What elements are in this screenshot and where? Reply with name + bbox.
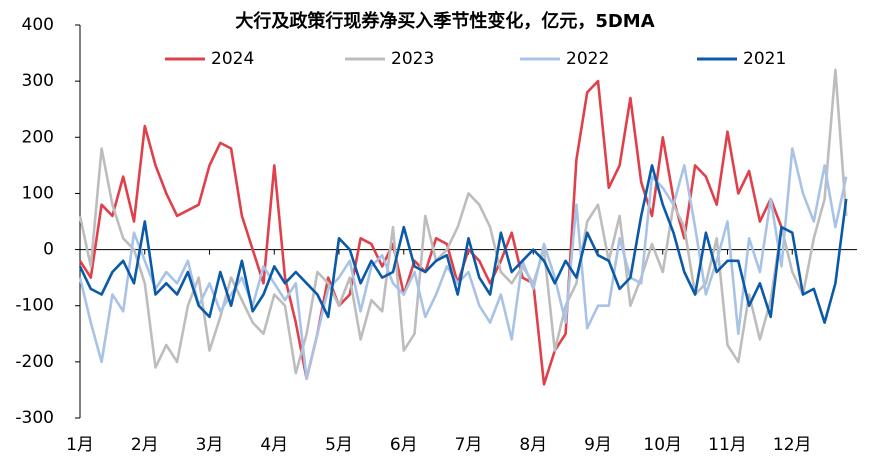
y-tick-label: 100 bbox=[22, 183, 54, 203]
series-line bbox=[78, 147, 848, 380]
x-tick-label: 9月 bbox=[584, 435, 612, 455]
x-tick-label: 3月 bbox=[196, 435, 224, 455]
y-tick-label: -100 bbox=[15, 296, 54, 316]
x-tick-label: 7月 bbox=[455, 435, 483, 455]
x-tick-label: 6月 bbox=[390, 435, 418, 455]
y-tick-label: -300 bbox=[15, 408, 54, 428]
y-tick-label: 0 bbox=[43, 240, 54, 260]
legend-label: 2021 bbox=[743, 49, 786, 69]
y-tick-label: 200 bbox=[22, 127, 54, 147]
legend-label: 2022 bbox=[566, 49, 609, 69]
series-line bbox=[78, 68, 848, 375]
x-tick-label: 5月 bbox=[325, 435, 353, 455]
x-tick-label: 11月 bbox=[708, 435, 747, 455]
y-tick-label: 300 bbox=[22, 71, 54, 91]
x-tick-label: 12月 bbox=[773, 435, 812, 455]
y-tick-label: 400 bbox=[22, 15, 54, 35]
x-tick-label: 2月 bbox=[131, 435, 159, 455]
x-tick-label: 4月 bbox=[260, 435, 288, 455]
x-tick-label: 8月 bbox=[519, 435, 547, 455]
x-tick-label: 10月 bbox=[643, 435, 682, 455]
y-tick-label: -200 bbox=[15, 352, 54, 372]
series-line bbox=[78, 164, 848, 324]
chart-title: 大行及政策行现券净买入季节性变化，亿元，5DMA bbox=[235, 10, 654, 32]
x-tick-label: 1月 bbox=[66, 435, 94, 455]
series-line bbox=[78, 79, 783, 386]
legend-label: 2024 bbox=[211, 49, 254, 69]
legend-label: 2023 bbox=[391, 49, 434, 69]
